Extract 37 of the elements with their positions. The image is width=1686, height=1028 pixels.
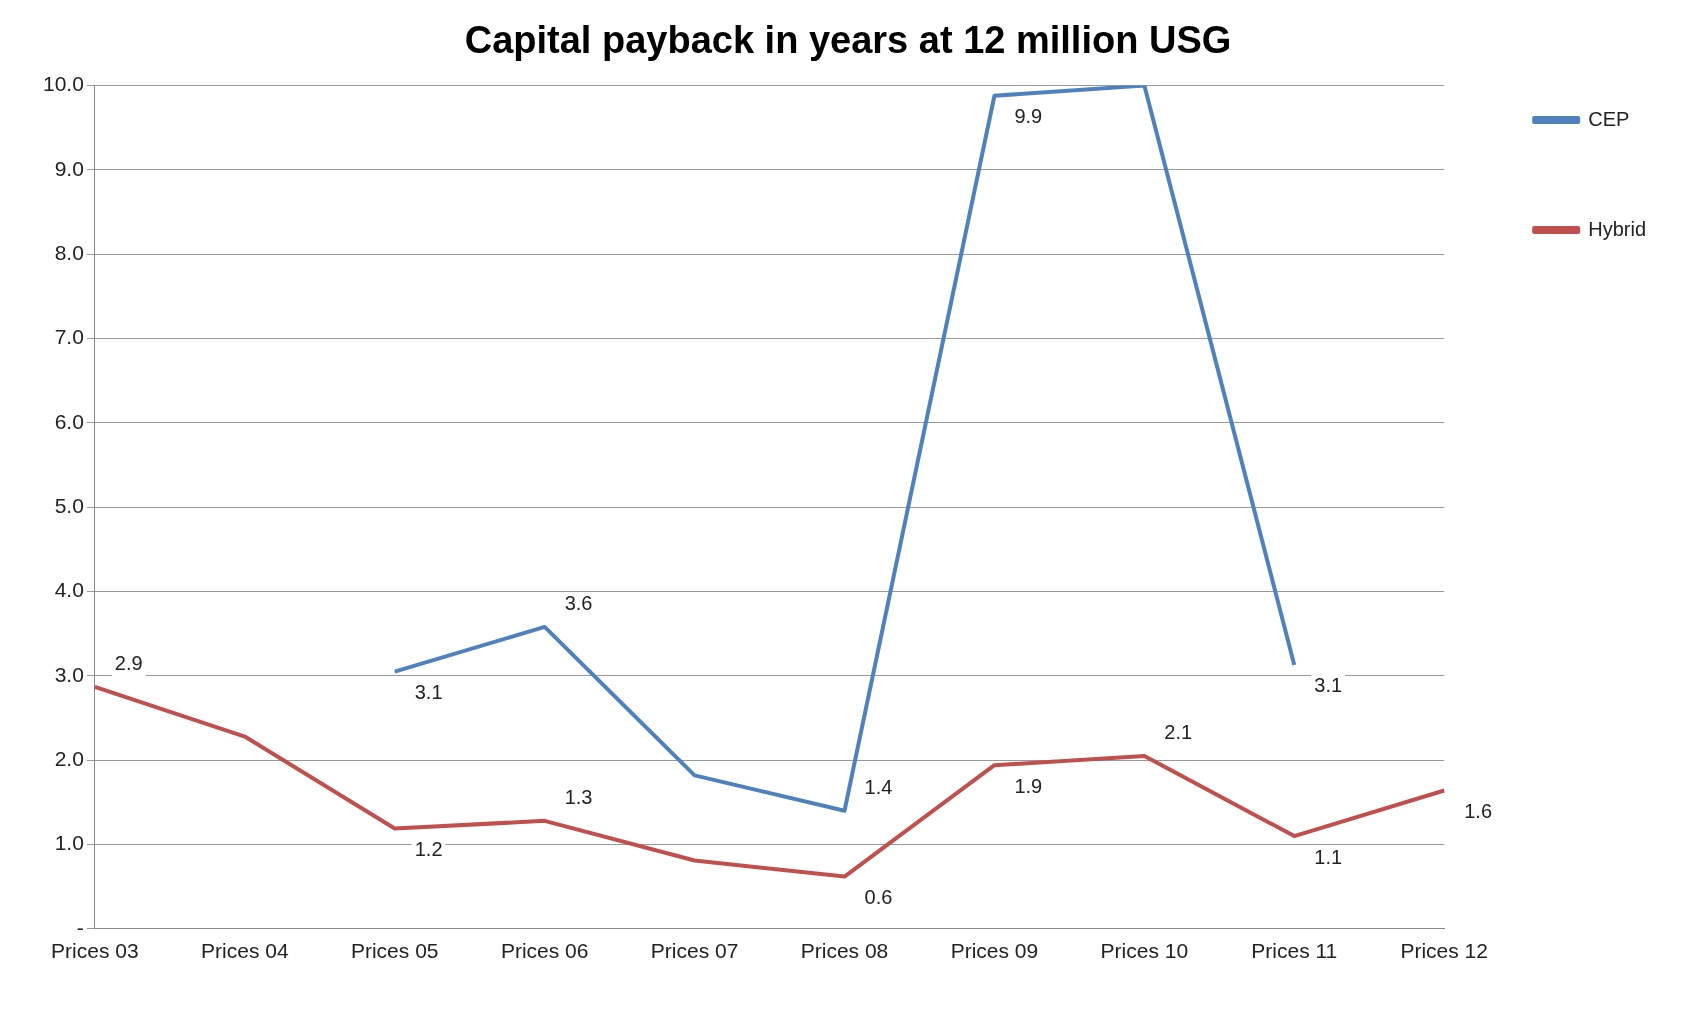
- legend-label: Hybrid: [1588, 217, 1646, 240]
- x-tick-label: Prices 12: [1400, 939, 1488, 963]
- y-tick-label: -: [76, 915, 84, 939]
- y-tick-label: 9.0: [54, 156, 84, 180]
- data-label: 3.6: [564, 592, 593, 615]
- y-tick-label: 4.0: [54, 578, 84, 602]
- x-tick-label: Prices 03: [51, 939, 139, 963]
- data-label: 3.1: [1314, 674, 1343, 697]
- legend-label: CEP: [1588, 107, 1630, 130]
- data-label: 1.2: [414, 837, 443, 860]
- x-tick-label: Prices 11: [1251, 939, 1338, 963]
- y-tick-label: 3.0: [54, 662, 84, 686]
- data-label: 1.3: [564, 786, 593, 809]
- x-tick-label: Prices 10: [1100, 939, 1189, 963]
- y-tick-label: 7.0: [54, 325, 84, 349]
- x-tick-label: Prices 04: [201, 939, 289, 963]
- data-label: 2.1: [1164, 721, 1193, 744]
- chart-title: Capital payback in years at 12 million USG: [464, 19, 1232, 62]
- data-label: 1.6: [1464, 800, 1493, 823]
- y-tick-label: 10.0: [43, 72, 84, 96]
- data-label: 9.9: [1014, 105, 1043, 128]
- data-label: 1.9: [1014, 774, 1043, 797]
- data-label: 1.4: [864, 776, 893, 799]
- data-label: 2.9: [114, 652, 143, 675]
- x-tick-label: Prices 09: [950, 939, 1039, 963]
- x-tick-label: Prices 08: [800, 939, 889, 963]
- x-tick-label: Prices 06: [500, 939, 589, 963]
- y-tick-label: 6.0: [54, 409, 84, 433]
- data-label: 3.1: [414, 681, 443, 704]
- x-tick-label: Prices 07: [650, 939, 739, 963]
- y-tick-label: 1.0: [54, 831, 84, 855]
- data-label: 0.6: [864, 886, 893, 909]
- data-label: 1.1: [1314, 845, 1343, 868]
- y-tick-label: 5.0: [54, 494, 84, 517]
- y-tick-label: 8.0: [54, 241, 84, 265]
- y-tick-label: 2.0: [54, 746, 84, 770]
- x-tick-label: Prices 05: [350, 939, 439, 963]
